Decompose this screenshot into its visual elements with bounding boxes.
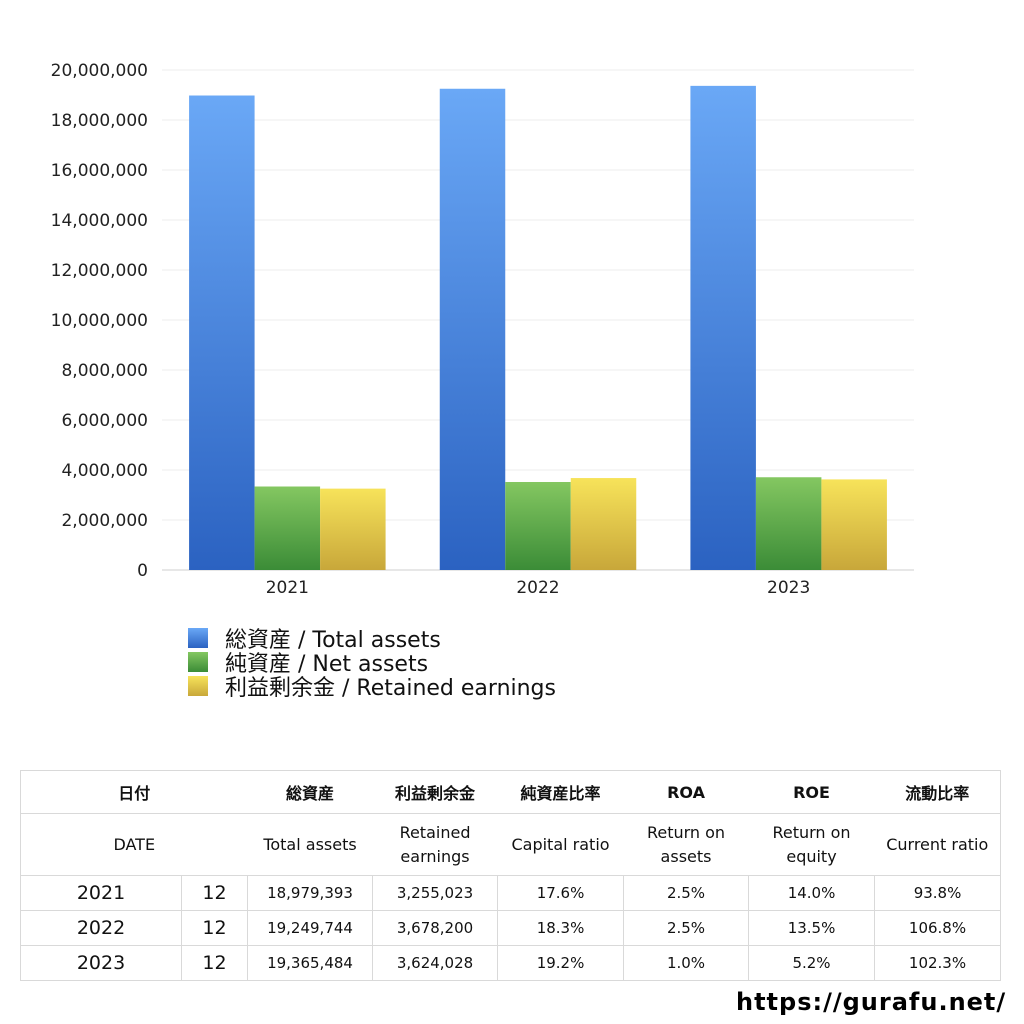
bar-chart: 0 2,000,000 4,000,000 6,000,000 8,000,000 10,… xyxy=(51,61,914,598)
bar-retained-earnings-2023 xyxy=(821,479,887,570)
bar-total-assets-2023 xyxy=(690,85,756,570)
financial-summary-table: 日付 総資産 利益剰余金 純資産比率 ROA ROE 流動比率 DATE Tot… xyxy=(19,770,1002,981)
x-tick-label: 2022 xyxy=(516,578,559,598)
row-month: 12 xyxy=(180,945,249,981)
row-capital-ratio: 17.6% xyxy=(497,875,625,911)
y-tick-label: 12,000,000 xyxy=(51,261,148,281)
y-axis-ticks: 0 2,000,000 4,000,000 6,000,000 8,000,000 10,… xyxy=(51,61,148,581)
y-tick-label: 0 xyxy=(137,561,148,581)
row-capital-ratio: 18.3% xyxy=(497,910,625,946)
header-current-ratio-jp: 流動比率 xyxy=(874,770,1002,814)
table-row: 2022 12 19,249,744 3,678,200 18.3% 2.5% … xyxy=(20,910,1002,946)
header-capital-ratio-jp: 純資産比率 xyxy=(497,770,624,814)
y-tick-label: 2,000,000 xyxy=(61,511,148,531)
row-retained: 3,255,023 xyxy=(372,875,499,911)
legend-item-net-assets: 純資産 / Net assets xyxy=(188,650,556,677)
header-roa-jp: ROA xyxy=(623,770,749,814)
row-month: 12 xyxy=(180,910,249,946)
row-total-assets: 18,979,393 xyxy=(247,875,374,911)
y-tick-label: 14,000,000 xyxy=(51,211,148,231)
legend-label-retained-earnings: 利益剰余金 / Retained earnings xyxy=(225,676,556,701)
x-tick-label: 2021 xyxy=(266,578,309,598)
row-capital-ratio: 19.2% xyxy=(497,945,625,981)
table-row: 2021 12 18,979,393 3,255,023 17.6% 2.5% … xyxy=(20,875,1002,911)
chart-legend: 総資産 / Total assets 純資産 / Net assets 利益剰余… xyxy=(188,626,556,701)
row-total-assets: 19,249,744 xyxy=(247,910,374,946)
row-roe: 14.0% xyxy=(748,875,876,911)
y-tick-label: 10,000,000 xyxy=(51,311,148,331)
header-total-assets-en: Total assets xyxy=(247,813,373,876)
legend-swatch-retained-earnings xyxy=(188,676,208,696)
row-roe: 13.5% xyxy=(748,910,876,946)
bar-retained-earnings-2021 xyxy=(320,488,386,570)
bar-net-assets-2023 xyxy=(755,477,822,570)
chart-bars xyxy=(189,85,887,571)
legend-swatch-total-assets xyxy=(188,628,208,648)
y-tick-label: 8,000,000 xyxy=(61,361,148,381)
row-year: 2023 xyxy=(20,945,182,981)
x-axis-ticks: 2021 2022 2023 xyxy=(266,578,811,598)
legend-label-net-assets: 純資産 / Net assets xyxy=(225,652,429,677)
row-current-ratio: 102.3% xyxy=(874,945,1002,981)
legend-item-total-assets: 総資産 / Total assets xyxy=(188,626,556,653)
row-year: 2021 xyxy=(20,875,182,911)
site-url[interactable]: https://gurafu.net/ xyxy=(736,988,1007,1016)
header-roa-en: Return on assets xyxy=(623,813,749,876)
header-retained-en: Retained earnings xyxy=(372,813,498,876)
header-current-ratio-en: Current ratio xyxy=(874,813,1002,876)
bar-total-assets-2021 xyxy=(189,95,255,571)
legend-swatch-net-assets xyxy=(188,652,208,672)
header-roe-jp: ROE xyxy=(748,770,875,814)
y-tick-label: 4,000,000 xyxy=(61,461,148,481)
table-row: 2023 12 19,365,484 3,624,028 19.2% 1.0% … xyxy=(20,945,1002,981)
row-month: 12 xyxy=(180,875,249,911)
x-tick-label: 2023 xyxy=(767,578,810,598)
row-total-assets: 19,365,484 xyxy=(247,945,374,981)
y-tick-label: 16,000,000 xyxy=(51,161,148,181)
bar-net-assets-2021 xyxy=(254,486,321,570)
row-current-ratio: 93.8% xyxy=(874,875,1002,911)
header-roe-en: Return on equity xyxy=(748,813,875,876)
legend-label-total-assets: 総資産 / Total assets xyxy=(225,628,441,653)
header-date-en: DATE xyxy=(19,813,248,876)
header-capital-ratio-en: Capital ratio xyxy=(497,813,624,876)
header-total-assets-jp: 総資産 xyxy=(247,770,373,814)
bar-net-assets-2022 xyxy=(505,482,571,570)
y-tick-label: 6,000,000 xyxy=(61,411,148,431)
bar-total-assets-2022 xyxy=(439,88,506,570)
row-current-ratio: 106.8% xyxy=(874,910,1002,946)
y-tick-label: 20,000,000 xyxy=(51,61,148,81)
row-roa: 2.5% xyxy=(623,910,750,946)
table-header-en: DATE Total assets Retained earnings Capi… xyxy=(19,813,1002,876)
row-year: 2022 xyxy=(20,910,182,946)
header-date-jp: 日付 xyxy=(19,770,248,814)
header-retained-jp: 利益剰余金 xyxy=(372,770,498,814)
row-retained: 3,624,028 xyxy=(372,945,499,981)
y-tick-label: 18,000,000 xyxy=(51,111,148,131)
row-roa: 2.5% xyxy=(623,875,750,911)
bar-retained-earnings-2022 xyxy=(570,478,637,570)
row-retained: 3,678,200 xyxy=(372,910,499,946)
legend-item-retained-earnings: 利益剰余金 / Retained earnings xyxy=(188,674,556,701)
row-roa: 1.0% xyxy=(623,945,750,981)
row-roe: 5.2% xyxy=(748,945,876,981)
table-header-jp: 日付 総資産 利益剰余金 純資産比率 ROA ROE 流動比率 xyxy=(19,770,1002,814)
